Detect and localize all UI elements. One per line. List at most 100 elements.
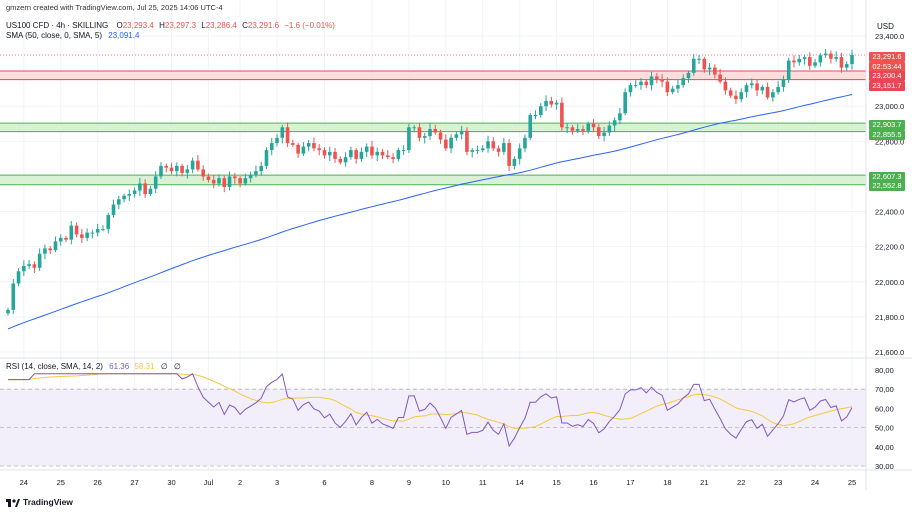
time-axis[interactable]: 24 25 26 27 30 Jul 2 3 6 8 9 10 11 14 15 16 17 18 21 22 23 24…: [20, 478, 857, 487]
zone2-top-badge: 22,903.7: [869, 120, 905, 130]
candle-down: [597, 127, 601, 137]
candle-down: [570, 127, 575, 131]
resistance-zone: [0, 71, 866, 80]
candle-up: [575, 129, 580, 131]
candle-up: [422, 136, 427, 138]
support-zone: [0, 175, 866, 185]
candle-up: [850, 54, 854, 65]
candle-up: [69, 225, 74, 240]
candle-up: [628, 85, 633, 93]
time-tick-label: 16: [589, 478, 597, 487]
candle-up: [523, 137, 527, 149]
candle-up: [676, 85, 680, 89]
candle-up: [565, 127, 569, 129]
candle-up: [818, 55, 823, 63]
candle-down: [238, 178, 242, 184]
candle-up: [138, 183, 142, 191]
candle-up: [697, 58, 701, 60]
candle-down: [80, 234, 84, 238]
candle-up: [53, 241, 58, 251]
candle-up: [797, 58, 802, 63]
open-value: 23,293.4: [122, 21, 154, 30]
time-tick-label: 14: [516, 478, 524, 487]
candle-up: [813, 62, 817, 66]
time-tick-label: 21: [700, 478, 708, 487]
time-tick-label: 11: [479, 478, 487, 487]
time-tick-label: 30: [167, 478, 175, 487]
zone1-bottom-badge: 23,151.7: [869, 81, 905, 91]
candle-down: [333, 151, 337, 159]
rsi-legend[interactable]: RSI (14, close, SMA, 14, 2) 61.36 58.31 …: [6, 362, 181, 372]
symbol-label: US100 CFD · 4h · SKILLING: [6, 21, 109, 30]
candle-down: [312, 143, 316, 149]
candle-down: [581, 129, 585, 131]
time-tick-label: 27: [130, 478, 138, 487]
candle-up: [781, 79, 786, 87]
rsi-tick-label: 40,00: [875, 443, 894, 452]
price-axis[interactable]: 21,600.0 21,800.0 22,000.0 22,200.0 22,400.0…: [875, 32, 904, 357]
candle-down: [322, 150, 327, 156]
candle-down: [839, 57, 844, 68]
sma-label: SMA (50, close, 0, SMA, 5): [6, 31, 103, 40]
candle-up: [106, 215, 111, 230]
candle-up: [85, 232, 89, 238]
time-tick-label: 25: [57, 478, 65, 487]
candle-up: [612, 120, 617, 126]
candle-up: [58, 237, 63, 242]
rsi-tick-label: 30,00: [875, 462, 894, 471]
ohlc-legend[interactable]: US100 CFD · 4h · SKILLING O23,293.4 H23,…: [6, 21, 335, 31]
candle-down: [196, 160, 200, 170]
rsi-label: RSI (14, close, SMA, 14, 2): [6, 362, 103, 371]
candle-up: [37, 253, 42, 268]
candle-down: [718, 74, 722, 82]
candle-up: [11, 283, 16, 310]
candle-down: [507, 143, 511, 166]
candle-down: [233, 176, 237, 179]
candle-down: [386, 155, 390, 158]
candle-down: [755, 83, 759, 91]
candle-down: [808, 57, 812, 66]
low-label: L: [201, 21, 206, 30]
candle-down: [433, 129, 438, 133]
candle-up: [470, 150, 474, 152]
candle-up: [259, 165, 263, 172]
candle-up: [364, 146, 369, 152]
price-tick-label: 23,400.0: [875, 32, 904, 41]
candle-up: [27, 264, 31, 266]
rsi-axis[interactable]: 30,00 40,00 50,00 60,00 70,00 80,00: [875, 366, 894, 471]
rsi-tick-label: 70,00: [875, 385, 894, 394]
candle-up: [90, 232, 95, 234]
candle-up: [633, 85, 638, 87]
candle-up: [159, 165, 163, 177]
rsi-pane: [0, 388, 866, 467]
candle-up: [217, 178, 221, 184]
candle-up: [190, 160, 195, 170]
candle-down: [792, 60, 796, 63]
tradingview-brand: TradingView: [23, 497, 73, 507]
high-value: 23,297.3: [164, 21, 197, 30]
candle-down: [560, 102, 564, 128]
tradingview-logo[interactable]: TradingView: [6, 497, 73, 507]
zone3-top-badge: 22,607.3: [869, 172, 905, 182]
candle-up: [602, 132, 606, 137]
candle-down: [211, 179, 216, 184]
candle-up: [639, 81, 643, 86]
candle-down: [391, 157, 395, 159]
sma-legend[interactable]: SMA (50, close, 0, SMA, 5) 23,091.4: [6, 31, 139, 41]
candle-down: [734, 95, 738, 100]
candle-up: [607, 125, 612, 133]
rsi-line: [8, 372, 853, 448]
last-price-badge: 23,291.6: [869, 52, 905, 62]
sma-layer: [7, 94, 853, 330]
candle-up: [771, 92, 775, 98]
candle-down: [143, 183, 147, 194]
candle-up: [428, 129, 432, 137]
candle-down: [417, 127, 422, 138]
sma-value: 23,091.4: [108, 31, 140, 40]
time-tick-label: 9: [407, 478, 411, 487]
time-tick-label: 24: [20, 478, 28, 487]
candle-down: [713, 67, 717, 75]
candle-down: [296, 144, 300, 154]
candle-up: [396, 150, 401, 159]
